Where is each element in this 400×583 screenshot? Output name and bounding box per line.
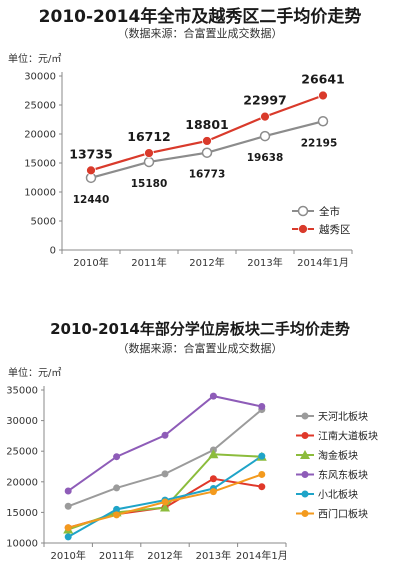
y-tick-label: 35000 [6,386,38,397]
data-point [318,90,328,101]
data-label: 15180 [131,178,168,190]
data-point [161,498,169,506]
x-tick-label: 2013年 [247,256,282,269]
data-point [64,533,72,541]
legend-label: 淘金板块 [318,449,358,462]
data-point [258,483,266,491]
data-point [260,111,270,122]
y-tick-label: 30000 [24,72,56,83]
data-label: 12440 [73,194,110,206]
legend-label: 西门口板块 [318,508,368,521]
y-tick-label: 15000 [6,508,38,519]
data-label: 18801 [185,117,229,132]
series-line [90,94,324,172]
data-label: 19638 [247,152,284,164]
data-point [86,165,96,176]
data-point [160,502,170,512]
data-point [161,470,169,478]
chart-panel-2: 2010-2014年部分学位房板块二手均价走势 （数据来源：合富置业成交数据） … [0,316,400,583]
data-point [113,453,121,461]
y-tick-label: 10000 [6,539,38,550]
x-tick-label: 2012年 [147,549,182,562]
chart-1-title: 2010-2014年全市及越秀区二手均价走势 [38,7,362,27]
data-label: 22997 [243,93,287,108]
legend-marker [300,450,310,459]
data-point [64,487,72,495]
data-point [258,403,266,411]
data-label: 16773 [189,169,226,181]
data-point [209,488,217,496]
chart-1-unit-label: 单位：元/㎡ [8,54,62,65]
data-label: 26641 [301,71,345,86]
data-point [258,452,266,460]
legend-label: 江南大道板块 [318,430,378,443]
y-tick-label: 10000 [24,188,56,199]
data-point [317,116,329,127]
legend-marker [297,205,309,217]
legend-marker [301,510,309,517]
y-tick-label: 30000 [6,416,38,427]
data-point [201,147,213,158]
x-tick-label: 2011年 [131,256,166,269]
x-tick-label: 2013年 [196,549,231,562]
chart-2-plot: 10000 15000 20000 25000 30000 35000 2010年 2011年… [6,386,378,563]
data-point [209,475,217,483]
data-point [64,524,72,532]
legend-label: 越秀区 [319,223,351,236]
data-point [113,511,121,519]
x-tick-label: 2010年 [50,549,85,562]
data-label: 22195 [301,137,338,149]
x-tick-label: 2012年 [189,256,224,269]
chart-panel-1: 2010-2014年全市及越秀区二手均价走势 （数据来源：合富置业成交数据） 单… [0,0,400,290]
series-line [67,455,263,538]
x-tick-label: 2011年 [99,549,134,562]
chart-2-subtitle: （数据来源：合富置业成交数据） [117,342,283,355]
data-point [202,136,212,146]
y-tick-label: 0 [50,246,56,257]
data-point [258,470,266,478]
y-tick-label: 20000 [24,130,56,141]
chart-1-plot: 0 5000 10000 15000 20000 25000 30000 2010年 2011年… [24,71,353,269]
data-point [161,431,169,439]
data-point [113,505,121,513]
series-line [67,408,263,508]
data-point [143,156,155,168]
legend-label: 东风东板块 [318,469,368,482]
legend-marker [301,471,309,478]
series-line [67,453,262,531]
data-label: 16712 [127,129,171,144]
y-tick-label: 25000 [24,101,56,112]
y-tick-label: 15000 [24,159,56,170]
data-label: 13735 [69,146,113,161]
y-tick-label: 20000 [6,477,38,488]
legend-label: 天河北板块 [318,410,368,423]
data-point [208,449,219,459]
y-tick-label: 25000 [6,447,38,458]
legend-marker [301,432,309,439]
chart-1-subtitle: （数据来源：合富置业成交数据） [117,27,283,40]
x-tick-label: 2014年1月 [236,549,288,562]
x-tick-label: 2014年1月 [297,256,349,269]
chart-2-unit-label: 单位：元/㎡ [8,368,62,379]
data-point [64,502,72,510]
legend-marker [298,224,308,234]
data-point [209,392,217,400]
data-point [113,484,121,492]
data-point [144,148,154,158]
legend-label: 全市 [319,205,340,218]
legend-marker [301,412,309,420]
y-tick-label: 5000 [31,217,56,228]
chart-2-title: 2010-2014年部分学位房板块二手均价走势 [50,320,350,338]
data-point [259,130,271,142]
legend-label: 小北板块 [318,488,358,501]
legend-marker [301,490,309,498]
x-tick-label: 2010年 [73,256,108,269]
